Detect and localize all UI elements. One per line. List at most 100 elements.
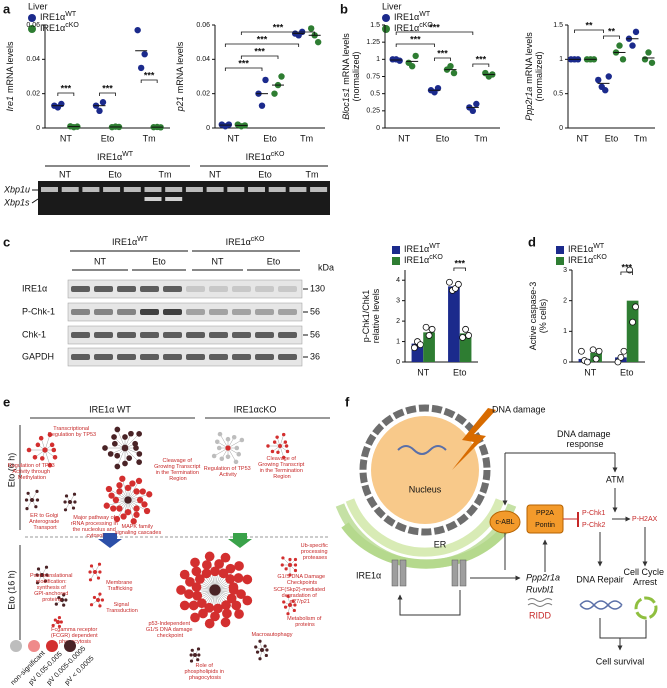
y-axis-label: Ire1 mRNA levels	[5, 41, 15, 112]
edge	[124, 433, 140, 449]
node	[24, 498, 29, 502]
bracket	[240, 55, 279, 59]
label: (normalized)	[534, 51, 544, 101]
point	[58, 100, 65, 108]
blot-band	[71, 309, 90, 315]
genotype-sup: WT	[429, 243, 441, 250]
node	[293, 568, 298, 573]
node	[98, 570, 102, 574]
genotype-name: IRE1α	[394, 12, 419, 22]
node	[133, 505, 140, 512]
node	[184, 589, 194, 599]
bracket	[472, 63, 490, 67]
x-tick-label: Tm	[300, 133, 313, 143]
node	[239, 437, 245, 443]
gel-band	[165, 187, 183, 192]
node	[56, 620, 60, 624]
node	[204, 602, 215, 613]
gel-band	[268, 187, 286, 192]
bracket	[57, 92, 75, 96]
y-tick-label: 0	[396, 359, 400, 366]
y-tick-label: 1.25	[366, 39, 380, 46]
node	[26, 447, 32, 453]
genotype-name: IRE1α	[394, 23, 419, 33]
genotype-sup: WT	[122, 151, 134, 158]
node	[105, 485, 113, 493]
point	[428, 325, 436, 333]
node	[198, 608, 208, 619]
node	[136, 459, 142, 465]
node	[132, 440, 139, 447]
node	[111, 434, 117, 440]
gel-band	[206, 187, 224, 192]
point	[271, 90, 278, 97]
node	[103, 502, 110, 509]
node	[141, 501, 148, 508]
lane-label: Eto	[258, 169, 272, 179]
node	[285, 449, 290, 454]
significance: ***	[61, 83, 72, 93]
label: Ruvbl1	[526, 584, 554, 594]
blot-header: IRE1αcKO	[226, 236, 265, 247]
bracket	[453, 267, 466, 271]
blot-band	[278, 309, 297, 315]
gene: p21	[175, 96, 185, 112]
node	[102, 445, 108, 451]
node	[214, 439, 220, 445]
legend-title: Liver	[28, 1, 48, 11]
node	[272, 440, 277, 444]
term: Transcriptional Regulation by TP53	[48, 426, 96, 438]
genotype-name: IRE1α	[404, 255, 429, 265]
node	[119, 475, 126, 482]
y-tick-label: 1	[376, 56, 380, 63]
node	[120, 513, 127, 520]
node	[114, 426, 121, 433]
bracket	[395, 31, 474, 35]
y-axis-label: (normalized)	[351, 51, 361, 101]
legend-marker	[392, 246, 400, 254]
node	[293, 557, 298, 562]
node	[35, 489, 39, 493]
bar	[626, 300, 639, 362]
edge	[44, 434, 51, 451]
bracket	[395, 43, 435, 47]
blot-band	[209, 332, 228, 338]
significance: ***	[273, 22, 284, 32]
node	[179, 569, 190, 580]
label: mRNA levels	[341, 33, 351, 85]
label: RIDD	[529, 610, 551, 620]
label: mRNA levels	[175, 41, 185, 93]
point	[584, 358, 591, 366]
node	[57, 615, 62, 620]
x-tick-label: Eto	[263, 133, 277, 143]
significance: **	[608, 26, 616, 36]
node	[210, 566, 220, 577]
label: DNA damage	[492, 404, 546, 414]
node	[282, 600, 286, 604]
lane-label: Tm	[306, 169, 319, 179]
blot-band	[255, 354, 274, 360]
node	[210, 611, 220, 622]
node	[68, 500, 72, 504]
node	[34, 505, 38, 509]
node	[129, 480, 136, 487]
label: Pontin	[535, 522, 555, 529]
genotype-sup: cKO	[419, 22, 433, 29]
blot-band	[94, 309, 113, 315]
node	[185, 577, 195, 587]
term: Fcgamma receptor (FCGR) dependent phagoc…	[51, 627, 99, 645]
node	[63, 500, 67, 504]
point	[137, 64, 145, 72]
y-tick-label: 0	[376, 125, 380, 132]
significance: ***	[410, 34, 421, 44]
node	[195, 574, 205, 584]
node	[265, 648, 269, 652]
blot-band	[94, 332, 113, 338]
panel-letter: d	[528, 234, 536, 249]
node	[35, 498, 40, 502]
node	[288, 563, 292, 567]
point	[314, 38, 322, 46]
term: Cleavage of Growing Transcript in the Te…	[154, 458, 202, 482]
group-label: Eto	[267, 256, 281, 266]
legend-marker	[382, 14, 390, 22]
